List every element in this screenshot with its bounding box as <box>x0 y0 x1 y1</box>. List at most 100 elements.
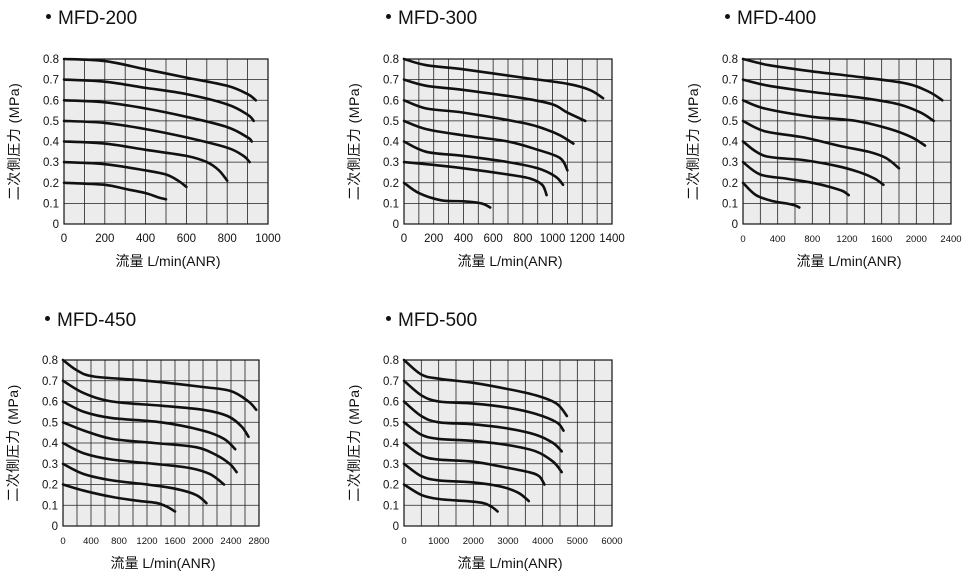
series-line-6 <box>62 160 188 189</box>
x-tick-label: 400 <box>454 233 473 245</box>
y-tick-label: 0.8 <box>722 54 738 66</box>
y-tick-label: 0.7 <box>43 75 59 87</box>
x-axis-label: 流量 L/min(ANR) <box>115 253 220 269</box>
series-line-1 <box>61 358 258 412</box>
y-tick-label: 0.2 <box>722 178 738 190</box>
x-tick-label: 1600 <box>871 234 892 245</box>
x-tick-label: 0 <box>61 233 67 245</box>
x-tick-label: 5000 <box>567 536 588 547</box>
x-tick-label: 2800 <box>248 536 269 547</box>
x-tick-label: 600 <box>177 233 196 245</box>
y-tick-label: 0.7 <box>42 376 58 388</box>
y-tick-label: 0.5 <box>383 417 399 429</box>
x-axis-label: 流量 L/min(ANR) <box>457 555 562 571</box>
y-tick-label: 0.7 <box>383 75 399 87</box>
x-axis-label: 流量 L/min(ANR) <box>110 555 215 571</box>
x-tick-label: 800 <box>218 233 237 245</box>
series-line-7 <box>402 483 499 513</box>
x-tick-label: 400 <box>83 536 99 547</box>
bullet-icon <box>725 14 730 20</box>
y-tick-label: 0.3 <box>722 157 738 169</box>
y-axis-label: 二次側圧力 (MPa) <box>6 83 22 201</box>
y-tick-label: 0.1 <box>383 198 399 210</box>
series-line-6 <box>61 462 208 505</box>
x-tick-label: 3000 <box>497 536 518 547</box>
chart-title-text: MFD-300 <box>398 8 478 29</box>
bullet-icon <box>386 14 391 20</box>
y-tick-label: 0 <box>53 219 59 231</box>
x-tick-label: 200 <box>424 233 443 245</box>
x-tick-label: 0 <box>401 536 406 547</box>
x-tick-label: 1200 <box>136 536 157 547</box>
x-tick-label: 6000 <box>601 536 622 547</box>
y-tick-label: 0.8 <box>383 54 399 66</box>
chart-title-text: MFD-200 <box>58 8 138 29</box>
x-tick-label: 4000 <box>532 536 553 547</box>
series-line-3 <box>62 99 253 143</box>
x-tick-label: 600 <box>484 233 503 245</box>
x-tick-label: 1000 <box>255 233 281 245</box>
y-tick-label: 0.6 <box>722 95 738 107</box>
chart-svg: 0 0.1 0.2 0.3 0.4 0.5 0.6 0.7 0.8 0 200 400 600 800 10… <box>6 54 281 269</box>
chart-panel-mfd-400: MFD-400 0 0.1 0.2 0.3 0.4 0.5 0.6 0.7 0.8 0 400 800 1… <box>680 0 967 280</box>
y-tick-label: 0.8 <box>383 355 399 367</box>
x-tick-label: 2400 <box>220 536 241 547</box>
series-line-4 <box>402 421 563 474</box>
series-line-2 <box>402 379 565 432</box>
series-line-1 <box>402 358 569 418</box>
y-tick-label: 0.1 <box>43 198 59 210</box>
y-tick-label: 0.1 <box>722 198 738 210</box>
x-axis-label: 流量 L/min(ANR) <box>796 253 901 269</box>
y-tick-label: 0.8 <box>42 355 58 367</box>
y-tick-label: 0.4 <box>383 137 400 149</box>
y-tick-label: 0.5 <box>383 116 399 128</box>
series-line-6 <box>741 160 850 197</box>
chart-svg: 0 0.1 0.2 0.3 0.4 0.5 0.6 0.7 0.8 0 1000 2000 3000 40… <box>346 355 623 571</box>
chart-title-text: MFD-400 <box>737 8 817 29</box>
y-tick-label: 0.2 <box>383 480 399 492</box>
x-tick-label: 1400 <box>599 233 625 245</box>
series-line-3 <box>402 400 563 453</box>
bullet-icon <box>45 316 50 322</box>
chart-title-text: MFD-450 <box>57 310 137 331</box>
y-tick-label: 0 <box>393 521 399 533</box>
y-tick-label: 0.2 <box>43 178 59 190</box>
y-axis-label: 二次側圧力 (MPa) <box>346 384 362 502</box>
y-tick-label: 0.4 <box>43 137 60 149</box>
y-tick-label: 0.7 <box>383 376 399 388</box>
series-line-5 <box>741 140 885 187</box>
series-line-6 <box>402 462 531 503</box>
series-line-3 <box>402 99 575 145</box>
chart-title: MFD-450 <box>45 310 136 332</box>
x-tick-label: 800 <box>804 234 820 245</box>
series-line-2 <box>741 78 935 123</box>
y-tick-label: 0.8 <box>43 54 59 66</box>
series-line-1 <box>402 57 605 100</box>
x-tick-label: 0 <box>401 233 407 245</box>
series-line-2 <box>62 78 255 123</box>
series-line-4 <box>402 119 569 172</box>
chart-svg: 0 0.1 0.2 0.3 0.4 0.5 0.6 0.7 0.8 0 200 400 600 800 10… <box>346 54 625 269</box>
y-tick-label: 0.4 <box>722 137 739 149</box>
y-tick-label: 0.2 <box>42 480 58 492</box>
x-tick-label: 1000 <box>428 536 449 547</box>
chart-svg: 0 0.1 0.2 0.3 0.4 0.5 0.6 0.7 0.8 0 400 800 1200 1600… <box>685 54 962 269</box>
y-tick-label: 0.4 <box>42 438 59 450</box>
x-tick-label: 400 <box>136 233 155 245</box>
chart-title: MFD-400 <box>725 8 816 30</box>
x-tick-label: 2000 <box>192 536 213 547</box>
series-line-5 <box>62 140 229 182</box>
chart-panel-mfd-300: MFD-300 0 0.1 0.2 0.3 0.4 0.5 0.6 0.7 0.8 0 200 400 6… <box>340 0 670 280</box>
y-tick-label: 0.3 <box>383 157 399 169</box>
series-line-7 <box>61 483 177 513</box>
y-axis-label: 二次側圧力 (MPa) <box>5 384 21 502</box>
y-tick-label: 0.5 <box>722 116 738 128</box>
series-line-4 <box>61 421 238 474</box>
series-line-2 <box>402 78 587 123</box>
y-tick-label: 0.6 <box>42 397 58 409</box>
y-tick-label: 0.3 <box>383 459 399 471</box>
y-tick-label: 0.1 <box>383 500 399 512</box>
series-line-3 <box>61 400 237 451</box>
y-tick-label: 0.2 <box>383 178 399 190</box>
series-line-7 <box>402 181 492 209</box>
